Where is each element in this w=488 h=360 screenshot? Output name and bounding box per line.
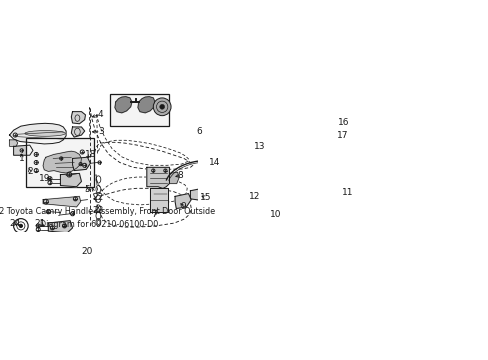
Text: 2: 2	[27, 167, 33, 176]
Polygon shape	[230, 144, 255, 174]
Polygon shape	[71, 112, 85, 124]
Polygon shape	[10, 123, 66, 144]
Text: 20: 20	[81, 247, 93, 256]
Text: 7: 7	[151, 210, 157, 219]
Bar	[109, 94, 169, 126]
Text: 16: 16	[337, 118, 349, 127]
Polygon shape	[322, 134, 343, 147]
Text: 12: 12	[249, 192, 260, 201]
Polygon shape	[43, 151, 81, 173]
Text: 6: 6	[196, 126, 202, 135]
Text: 21: 21	[35, 219, 46, 228]
Polygon shape	[10, 140, 18, 147]
Text: 19: 19	[39, 174, 51, 183]
Text: 1: 1	[19, 154, 24, 163]
Polygon shape	[169, 172, 179, 184]
Text: 13: 13	[254, 142, 265, 151]
Polygon shape	[146, 167, 169, 188]
Polygon shape	[175, 194, 191, 208]
Text: 4: 4	[98, 109, 103, 118]
Text: 2022 Toyota Camry Handle Assembly, Front Door Outside
Diagram for 69210-06100-D0: 2022 Toyota Camry Handle Assembly, Front…	[0, 207, 215, 229]
Circle shape	[153, 98, 171, 116]
Text: 10: 10	[269, 211, 281, 220]
Text: 22: 22	[92, 193, 103, 202]
Polygon shape	[138, 97, 155, 113]
Text: 15: 15	[200, 193, 211, 202]
Polygon shape	[150, 188, 168, 212]
Text: 24: 24	[9, 219, 20, 228]
Polygon shape	[48, 221, 72, 233]
Polygon shape	[62, 233, 87, 249]
Circle shape	[340, 180, 343, 183]
Polygon shape	[43, 197, 81, 207]
Text: 14: 14	[208, 158, 220, 167]
Polygon shape	[14, 145, 33, 155]
Circle shape	[19, 224, 22, 228]
Polygon shape	[190, 188, 204, 201]
Text: 23: 23	[92, 206, 103, 215]
Text: 18: 18	[84, 150, 96, 159]
Text: 3: 3	[98, 127, 103, 136]
Text: 17: 17	[337, 131, 348, 140]
Bar	[26, 138, 93, 187]
Text: 11: 11	[342, 188, 353, 197]
Polygon shape	[115, 97, 132, 113]
Polygon shape	[231, 184, 250, 199]
Polygon shape	[71, 127, 84, 137]
Circle shape	[160, 104, 164, 109]
Text: 8: 8	[177, 171, 183, 180]
Text: 9: 9	[180, 202, 185, 211]
Polygon shape	[61, 174, 81, 187]
Polygon shape	[72, 157, 90, 171]
Ellipse shape	[25, 131, 65, 136]
Text: 5: 5	[84, 185, 90, 194]
